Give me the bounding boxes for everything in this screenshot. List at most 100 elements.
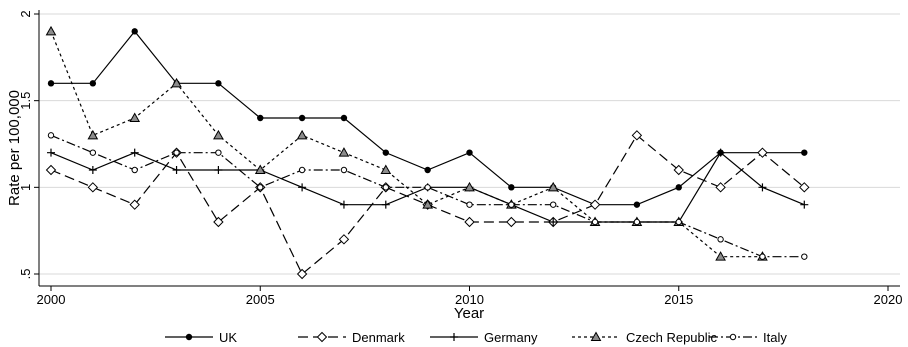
y-tick-label: 1	[18, 184, 33, 191]
legend-label-italy: Italy	[763, 330, 787, 345]
data-point-uk	[382, 149, 389, 156]
data-point-czech-republic	[338, 147, 350, 157]
data-point-italy	[340, 166, 348, 174]
data-point-italy	[173, 149, 180, 156]
legend-label-germany: Germany	[484, 330, 538, 345]
data-point-czech-republic	[547, 181, 559, 192]
data-point-italy	[382, 184, 389, 191]
data-point-uk	[257, 114, 264, 122]
series-lines	[50, 30, 805, 275]
legend-label-czech-republic: Czech Republic	[626, 330, 718, 345]
data-point-denmark	[45, 164, 57, 176]
data-point-denmark	[213, 216, 224, 228]
y-tick-label: 1.5	[18, 92, 33, 110]
data-point-uk	[89, 80, 97, 87]
data-point-uk	[801, 149, 808, 156]
legend-marker-czech-republic	[590, 331, 602, 341]
data-point-germany	[758, 183, 767, 192]
data-point-italy	[759, 253, 766, 260]
y-axis-ticks: 21.51.5	[18, 10, 39, 279]
data-point-denmark	[338, 234, 350, 245]
data-point-germany	[339, 200, 348, 209]
legend-marker-italy	[729, 333, 737, 341]
data-point-denmark	[673, 164, 684, 176]
data-point-italy	[298, 166, 306, 174]
data-point-italy	[550, 201, 557, 208]
legend-marker-denmark	[316, 331, 328, 343]
y-axis-label: Rate per 100,000	[6, 90, 23, 206]
x-tick-label: 2020	[874, 292, 903, 307]
series-line-uk	[51, 30, 805, 206]
data-point-italy	[508, 201, 515, 208]
data-point-germany	[716, 148, 725, 157]
x-axis-label: Year	[454, 305, 484, 322]
data-point-czech-republic	[464, 181, 475, 192]
data-point-czech-republic	[213, 129, 224, 140]
data-point-italy	[215, 149, 222, 156]
data-point-italy	[591, 218, 599, 226]
data-point-uk	[633, 201, 641, 208]
data-point-czech-republic	[171, 77, 182, 88]
data-point-germany	[298, 183, 307, 192]
data-point-italy	[801, 253, 808, 260]
legend-label-uk: UK	[219, 330, 237, 345]
data-point-uk	[508, 184, 515, 191]
data-point-germany	[381, 200, 390, 209]
data-point-italy	[47, 132, 55, 139]
data-point-germany	[130, 148, 139, 157]
data-point-czech-republic	[129, 112, 141, 122]
x-axis-ticks: 2000 2005 2010 2015 2020	[37, 286, 903, 307]
data-point-denmark	[589, 199, 601, 210]
legend-marker-uk	[185, 333, 193, 341]
x-tick-label: 2005	[246, 292, 275, 307]
series-markers	[45, 25, 810, 280]
legend: UK Denmark Germany Czech Republic Italy	[165, 330, 787, 345]
data-point-italy	[675, 218, 682, 226]
legend-marker-germany	[450, 333, 458, 341]
y-tick-label: 2	[18, 10, 33, 17]
data-point-uk	[340, 114, 348, 122]
data-point-uk	[215, 80, 222, 87]
data-point-denmark	[799, 182, 810, 193]
x-tick-label: 2000	[37, 292, 66, 307]
data-point-uk	[466, 149, 473, 156]
data-point-germany	[88, 166, 97, 174]
data-point-germany	[47, 148, 55, 157]
data-point-italy	[257, 184, 264, 191]
data-point-denmark	[87, 182, 99, 193]
data-point-germany	[214, 166, 223, 174]
data-point-czech-republic	[715, 251, 726, 261]
data-point-italy	[633, 218, 641, 226]
data-point-italy	[466, 201, 473, 208]
data-point-denmark	[631, 130, 643, 141]
data-point-czech-republic	[296, 129, 308, 140]
gridlines	[39, 13, 900, 275]
data-point-czech-republic	[45, 25, 57, 36]
data-point-czech-republic	[380, 164, 392, 174]
data-point-czech-republic	[87, 129, 99, 140]
data-point-denmark	[296, 268, 308, 280]
data-point-denmark	[715, 182, 726, 193]
data-point-denmark	[757, 147, 768, 158]
data-point-germany	[172, 166, 181, 174]
y-tick-label: .5	[18, 269, 33, 280]
data-point-germany	[549, 218, 558, 226]
data-point-denmark	[129, 199, 140, 210]
data-point-germany	[800, 200, 809, 209]
data-point-italy	[89, 149, 97, 156]
data-point-italy	[424, 184, 431, 191]
series-line-italy	[50, 134, 805, 258]
data-point-uk	[131, 28, 138, 35]
data-point-italy	[131, 166, 138, 174]
series-line-czech-republic	[50, 31, 763, 258]
legend-label-denmark: Denmark	[352, 330, 405, 345]
data-point-czech-republic	[254, 164, 266, 174]
data-point-denmark	[464, 216, 475, 228]
data-point-italy	[717, 236, 724, 243]
data-point-uk	[675, 184, 682, 191]
x-tick-label: 2010	[455, 292, 484, 307]
data-point-uk	[424, 166, 431, 174]
x-tick-label: 2015	[664, 292, 693, 307]
data-point-denmark	[506, 216, 517, 228]
